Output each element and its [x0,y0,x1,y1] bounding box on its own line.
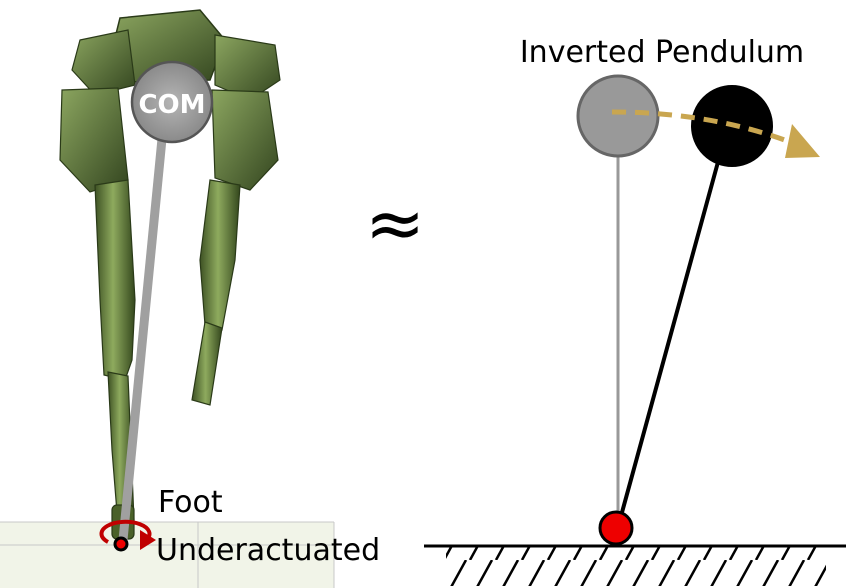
pivot-point [598,510,634,546]
approx-symbol: ≈ [365,181,425,265]
com-marker: COM [130,60,214,144]
foot-label: Foot [158,485,223,520]
pendulum-title: Inverted Pendulum [520,35,804,70]
underactuated-label: Underactuated [156,533,380,568]
ground-grid [0,521,335,588]
curved-arrow-icon [99,519,156,550]
com-line [118,107,170,541]
dashed-arrow-icon [611,109,820,158]
tilted-pendulum-rod [616,161,720,528]
upright-pendulum-mass [576,74,660,158]
com-label: COM [138,90,205,120]
foot-contact-point [113,536,129,552]
bipedal-robot-illustration [59,9,281,540]
ground [424,544,846,586]
